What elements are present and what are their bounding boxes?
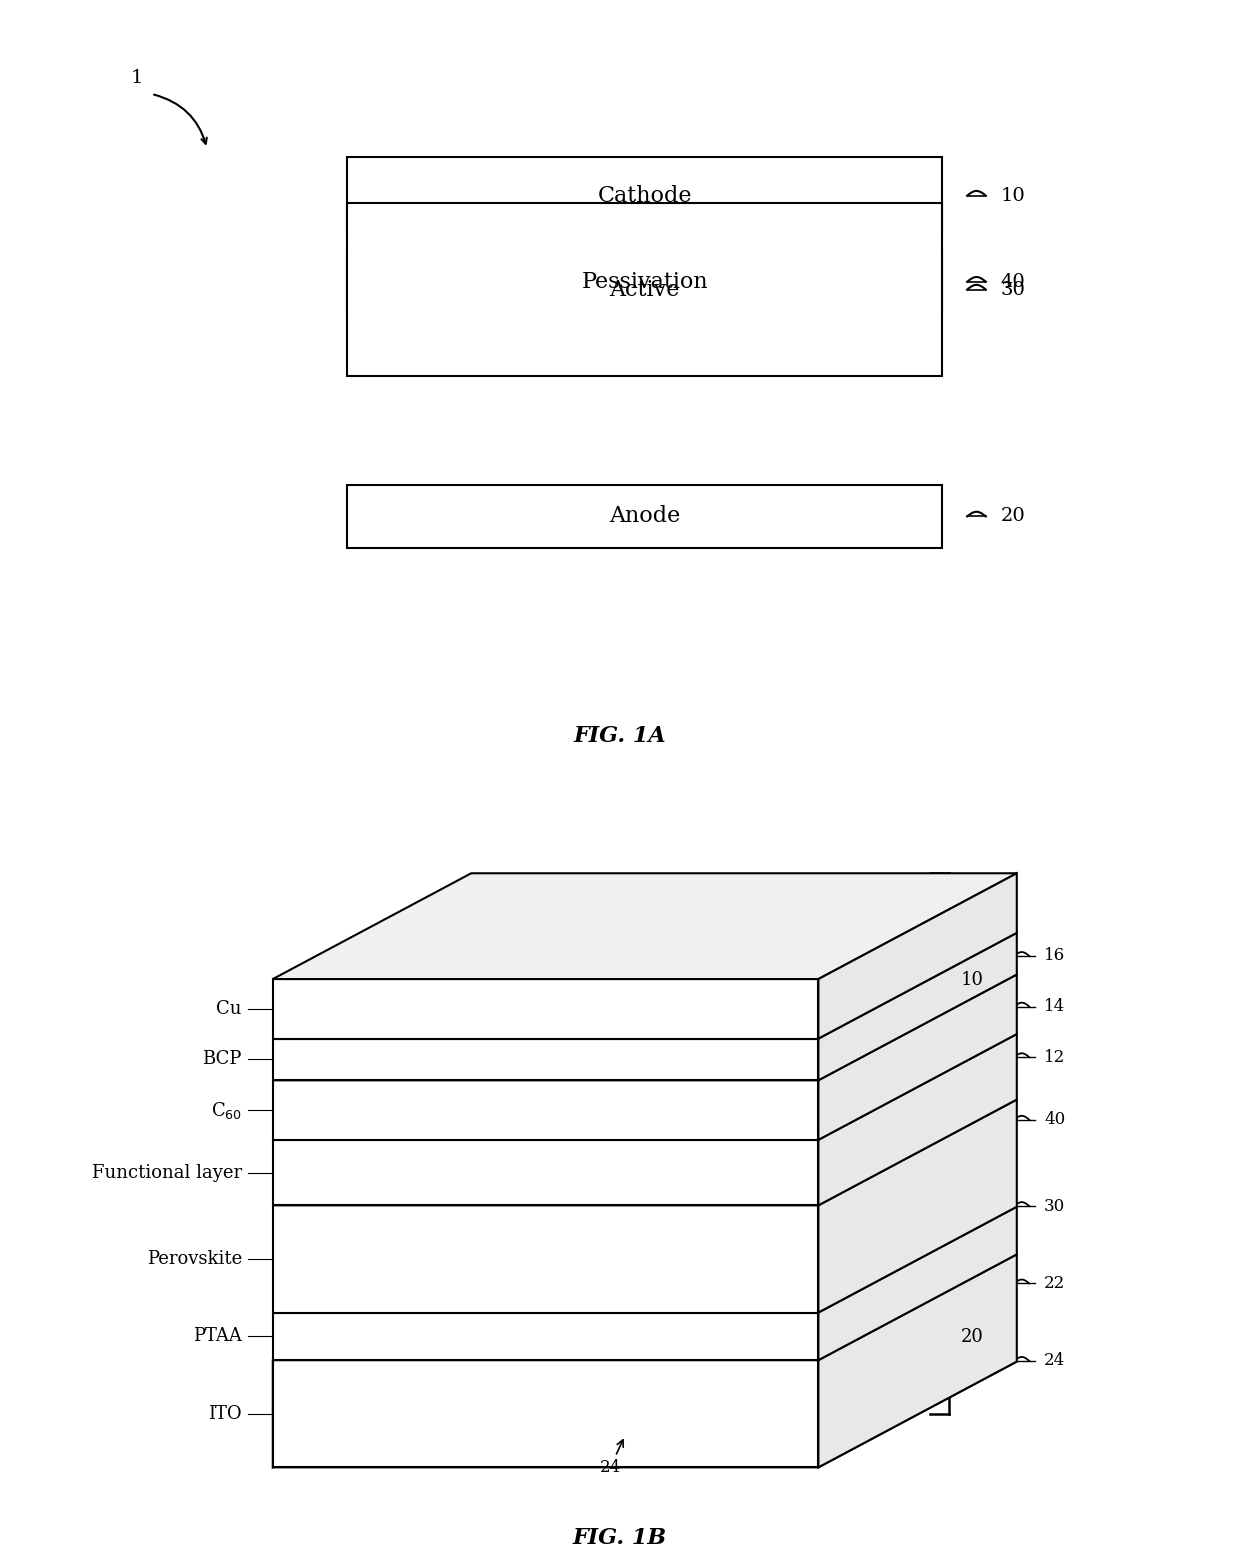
Text: Anode: Anode: [609, 505, 681, 527]
Text: 14: 14: [1044, 998, 1065, 1016]
Bar: [347, 485, 942, 548]
Text: FIG. 1A: FIG. 1A: [574, 725, 666, 747]
Text: 30: 30: [1001, 280, 1025, 299]
Polygon shape: [273, 1205, 818, 1313]
Bar: [347, 203, 942, 376]
Polygon shape: [273, 1255, 1017, 1360]
Polygon shape: [818, 1100, 1017, 1313]
Text: Cathode: Cathode: [598, 185, 692, 207]
Polygon shape: [818, 1255, 1017, 1468]
Text: 24: 24: [599, 1440, 624, 1476]
Text: 24: 24: [1044, 1352, 1065, 1369]
Polygon shape: [273, 975, 1017, 1080]
Polygon shape: [818, 975, 1017, 1139]
Text: ITO: ITO: [208, 1405, 242, 1423]
Text: 16: 16: [1044, 947, 1065, 964]
Bar: [347, 250, 942, 313]
Text: PTAA: PTAA: [193, 1327, 242, 1346]
Text: 40: 40: [1044, 1111, 1065, 1128]
Text: 20: 20: [1001, 507, 1025, 526]
Polygon shape: [273, 1313, 818, 1360]
Polygon shape: [818, 933, 1017, 1080]
Polygon shape: [273, 980, 818, 1039]
Polygon shape: [273, 933, 1017, 1039]
Text: 22: 22: [1044, 1275, 1065, 1293]
Text: 30: 30: [1044, 1197, 1065, 1214]
Text: Perovskite: Perovskite: [146, 1250, 242, 1268]
Text: Functional layer: Functional layer: [92, 1164, 242, 1182]
Text: $\mathregular{C}_{60}$: $\mathregular{C}_{60}$: [211, 1100, 242, 1121]
Polygon shape: [818, 1207, 1017, 1360]
Bar: [347, 156, 942, 235]
Polygon shape: [273, 1080, 818, 1139]
Text: BCP: BCP: [202, 1050, 242, 1069]
Polygon shape: [273, 1100, 1017, 1205]
Text: 1: 1: [130, 69, 143, 88]
Polygon shape: [818, 1034, 1017, 1205]
Text: FIG. 1B: FIG. 1B: [573, 1527, 667, 1549]
Text: 12: 12: [1044, 1049, 1065, 1066]
Polygon shape: [273, 1139, 818, 1205]
Polygon shape: [273, 1255, 471, 1468]
Polygon shape: [818, 873, 1017, 1039]
Polygon shape: [273, 1207, 1017, 1313]
Text: 10: 10: [961, 972, 985, 989]
Polygon shape: [273, 1034, 1017, 1139]
Text: Cu: Cu: [216, 1000, 242, 1017]
Text: 40: 40: [1001, 272, 1025, 291]
Text: Active: Active: [610, 279, 680, 300]
Polygon shape: [273, 873, 1017, 980]
Text: 20: 20: [961, 1329, 983, 1346]
Polygon shape: [273, 1039, 818, 1080]
Text: 10: 10: [1001, 186, 1025, 205]
Text: Pessivation: Pessivation: [582, 271, 708, 293]
Polygon shape: [273, 1362, 1017, 1468]
Polygon shape: [273, 1360, 818, 1468]
